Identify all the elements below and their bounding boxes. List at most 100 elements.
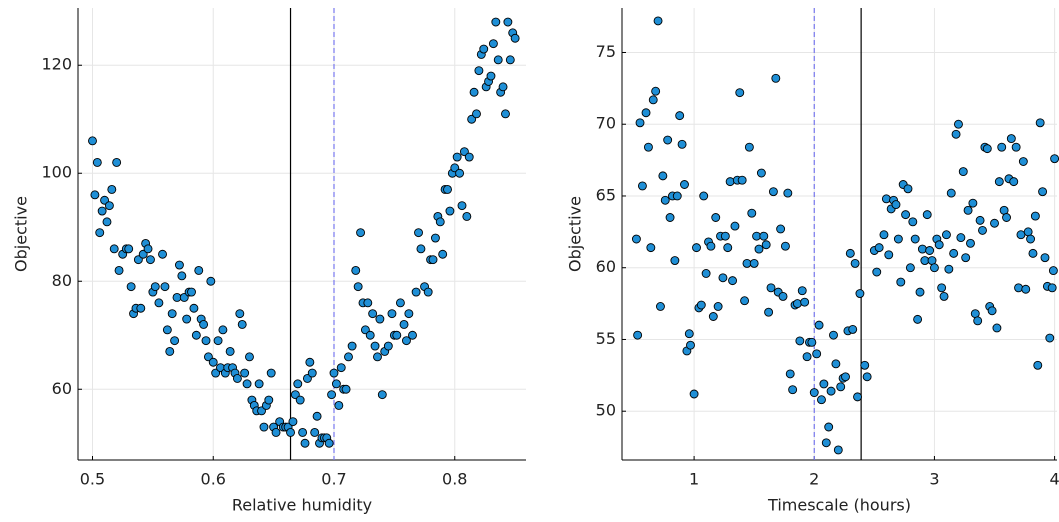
data-point: [680, 180, 688, 188]
data-point: [940, 292, 948, 300]
data-point: [748, 209, 756, 217]
data-point: [724, 244, 732, 252]
data-point: [289, 418, 297, 426]
data-point: [808, 338, 816, 346]
data-point: [769, 188, 777, 196]
data-point: [487, 72, 495, 80]
data-point: [796, 337, 804, 345]
data-point: [1010, 178, 1018, 186]
data-point: [330, 369, 338, 377]
data-point: [1034, 361, 1042, 369]
data-point: [146, 256, 154, 264]
data-point: [978, 226, 986, 234]
y-tick-label: 55: [596, 329, 616, 348]
data-point: [837, 383, 845, 391]
data-point: [313, 412, 321, 420]
data-point: [236, 310, 244, 318]
data-point: [151, 283, 159, 291]
data-point: [1031, 212, 1039, 220]
data-point: [207, 277, 215, 285]
data-point: [470, 88, 478, 96]
data-point: [299, 428, 307, 436]
data-point: [175, 261, 183, 269]
data-point: [827, 387, 835, 395]
data-point: [649, 96, 657, 104]
data-point: [439, 250, 447, 258]
data-point: [745, 143, 753, 151]
data-point: [755, 245, 763, 253]
data-point: [348, 342, 356, 350]
data-point: [115, 266, 123, 274]
y-tick-label: 70: [596, 114, 616, 133]
data-point: [993, 324, 1001, 332]
data-point: [712, 213, 720, 221]
data-point: [429, 256, 437, 264]
data-point: [957, 234, 965, 242]
data-point: [709, 313, 717, 321]
data-point: [400, 320, 408, 328]
y-axis-label: Objective: [12, 196, 31, 272]
data-point: [930, 264, 938, 272]
data-point: [378, 391, 386, 399]
data-point: [945, 265, 953, 273]
data-point: [834, 446, 842, 454]
data-point: [456, 169, 464, 177]
y-tick-label: 60: [52, 379, 72, 398]
data-point: [396, 299, 404, 307]
data-point: [1029, 249, 1037, 257]
data-point: [475, 67, 483, 75]
data-point: [306, 358, 314, 366]
data-point: [671, 257, 679, 265]
data-point: [923, 211, 931, 219]
data-point: [96, 229, 104, 237]
data-point: [209, 358, 217, 366]
data-point: [178, 272, 186, 280]
x-tick-label: 0.6: [201, 470, 226, 489]
data-point: [93, 158, 101, 166]
data-point: [501, 110, 509, 118]
data-point: [697, 301, 705, 309]
data-point: [431, 234, 439, 242]
data-point: [952, 130, 960, 138]
data-point: [636, 119, 644, 127]
data-point: [1041, 254, 1049, 262]
data-point: [798, 287, 806, 295]
x-tick-label: 0.8: [442, 470, 467, 489]
data-point: [344, 353, 352, 361]
data-point: [1051, 155, 1059, 163]
data-point: [685, 330, 693, 338]
data-point: [1027, 235, 1035, 243]
data-point: [337, 364, 345, 372]
data-point: [168, 310, 176, 318]
y-tick-label: 65: [596, 185, 616, 204]
data-point: [661, 196, 669, 204]
data-point: [1012, 143, 1020, 151]
data-point: [88, 137, 96, 145]
data-point: [842, 373, 850, 381]
data-point: [183, 315, 191, 323]
data-point: [465, 153, 473, 161]
x-tick-label: 0.7: [321, 470, 346, 489]
data-point: [693, 244, 701, 252]
data-point: [301, 439, 309, 447]
data-point: [880, 231, 888, 239]
data-point: [998, 143, 1006, 151]
data-point: [904, 185, 912, 193]
data-point: [105, 202, 113, 210]
data-point: [226, 347, 234, 355]
data-point: [976, 216, 984, 224]
data-point: [436, 218, 444, 226]
data-point: [161, 283, 169, 291]
data-point: [906, 264, 914, 272]
data-point: [849, 325, 857, 333]
data-point: [666, 213, 674, 221]
data-point: [673, 192, 681, 200]
data-point: [113, 158, 121, 166]
data-point: [760, 232, 768, 240]
data-point: [714, 302, 722, 310]
data-point: [241, 369, 249, 377]
data-point: [415, 229, 423, 237]
y-axis-label: Objective: [566, 196, 585, 272]
